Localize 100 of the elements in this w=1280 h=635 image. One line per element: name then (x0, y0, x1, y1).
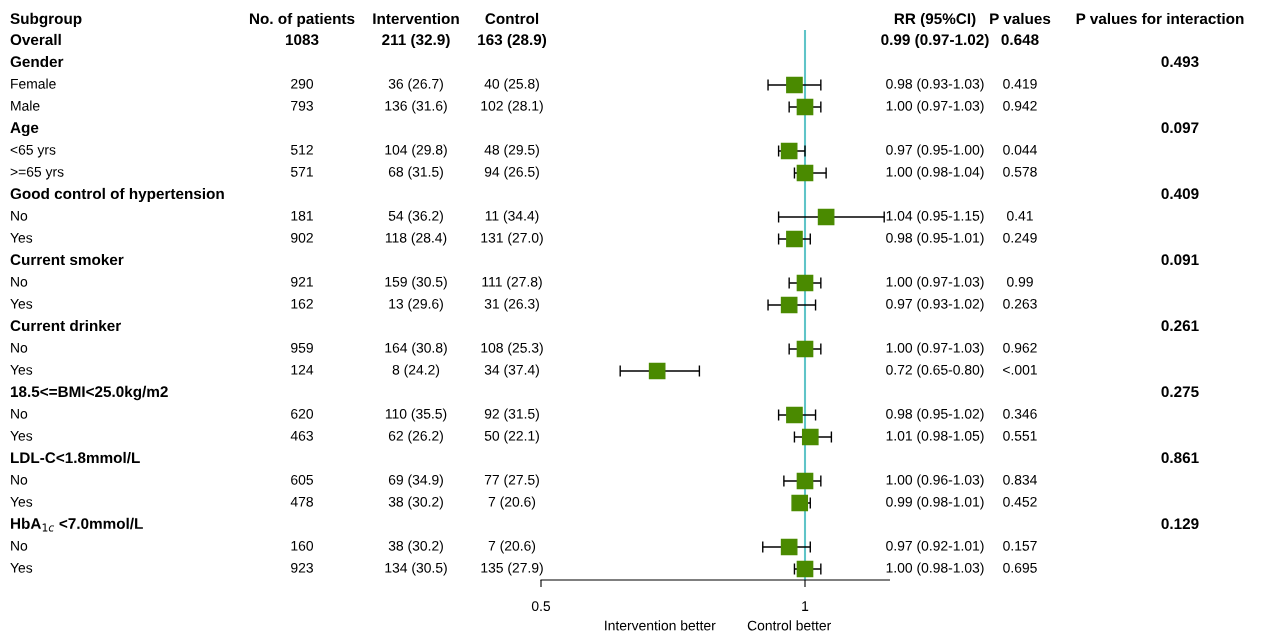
text: 478 (290, 496, 313, 507)
text: 0.834 (1003, 474, 1037, 485)
text: Intervention better (605, 620, 716, 631)
text: Current drinker (10, 319, 121, 332)
text: 118 (28.4) (385, 232, 447, 246)
x-tick-label: 0.5 (531, 601, 551, 612)
text: <.001 (1003, 364, 1037, 375)
text: Gender (10, 55, 64, 68)
text: 1.00 (0.98-1.03) (886, 562, 984, 576)
point (796, 164, 814, 182)
text: 18.5<=BMI<25.0kg/m2 (10, 385, 168, 401)
text: 162 (291, 298, 313, 309)
text: 0.419 (1003, 78, 1037, 89)
text: Yes (10, 233, 33, 243)
text: HbA$_{1c}$ <7.0mmol/L (11, 517, 143, 532)
text: 110 (35.5) (385, 408, 447, 422)
text: 0.962 (1003, 342, 1037, 353)
text: 0.157 (1003, 540, 1037, 551)
text: Age (10, 122, 39, 137)
text: 94 (26.5) (484, 166, 539, 180)
text: 36 (26.7) (388, 78, 443, 92)
text: 0.551 (1003, 430, 1037, 441)
text: 136 (31.6) (385, 100, 447, 114)
text: 0.99 (0.98-1.01) (886, 496, 984, 510)
text: 1.00 (0.98-1.04) (886, 166, 984, 180)
text: <65 yrs (10, 144, 56, 158)
text: >=65 yrs (10, 166, 64, 180)
text: 571 (290, 167, 313, 177)
text: 131 (27.0) (481, 232, 543, 246)
text: Male (11, 100, 40, 111)
text: Overall (10, 33, 61, 46)
text: 1.00 (0.97-1.03) (886, 100, 984, 114)
text: 54 (36.2) (388, 210, 443, 224)
text: 1.00 (0.97-1.03) (886, 276, 984, 290)
text: 38 (30.2) (388, 540, 443, 554)
text: 463 (290, 430, 313, 441)
text: Yes (10, 563, 33, 573)
text: 8 (24.2) (392, 364, 440, 378)
category-label: RR (95%CI) (894, 12, 976, 28)
text: 0.98 (0.93-1.03) (886, 78, 984, 92)
text: 0.493 (1161, 56, 1199, 68)
text: 104 (29.8) (385, 144, 447, 158)
point (796, 340, 814, 358)
category-label: P values for interaction (1076, 12, 1244, 25)
text: 77 (27.5) (484, 474, 539, 488)
text: LDL-C<1.8mmol/L (11, 451, 140, 464)
text: No (11, 277, 28, 287)
text: 102 (28.1) (481, 100, 543, 114)
point (786, 406, 803, 424)
text: 11 (34.4) (485, 210, 539, 224)
text: 0.409 (1161, 188, 1199, 200)
text: 135 (27.9) (481, 562, 543, 576)
text: 0.452 (1003, 496, 1037, 507)
text: 34 (37.4) (484, 364, 539, 378)
text: 0.861 (1161, 452, 1199, 464)
text: 605 (291, 474, 314, 485)
point (786, 76, 803, 94)
text: 134 (30.5) (385, 562, 447, 576)
text: 0.249 (1003, 232, 1037, 243)
text: 1.00 (0.97-1.03) (886, 342, 984, 356)
text: 512 (290, 144, 313, 155)
point (796, 560, 814, 578)
text: Yes (10, 497, 33, 507)
point (786, 230, 803, 248)
text: 38 (30.2) (388, 496, 443, 510)
text: No (11, 541, 28, 551)
text: 1.01 (0.98-1.05) (886, 430, 984, 444)
text: No (11, 343, 28, 353)
text: 620 (291, 408, 314, 419)
text: 0.695 (1003, 562, 1037, 573)
text: 62 (26.2) (388, 430, 443, 444)
point (801, 428, 819, 446)
text: 0.578 (1003, 166, 1037, 177)
text: Control better (747, 620, 832, 631)
text: No (11, 211, 28, 221)
text: 108 (25.3) (481, 342, 543, 356)
text: 0.263 (1003, 298, 1037, 309)
text: 793 (291, 100, 313, 111)
point (648, 362, 666, 380)
point (796, 274, 814, 292)
text: Female (11, 78, 56, 89)
x-tick-label: 1 (802, 601, 809, 611)
text: 921 (291, 276, 313, 287)
text: Yes (10, 431, 33, 441)
text: 959 (291, 342, 313, 353)
text: 40 (25.8) (484, 78, 539, 92)
category-label: Intervention (373, 12, 459, 25)
category-label: Control (485, 12, 539, 25)
text: 211 (32.9) (382, 33, 450, 49)
text: Current smoker (10, 253, 124, 266)
point (780, 296, 798, 314)
text: No (11, 475, 28, 485)
text: 163 (28.9) (478, 33, 547, 49)
text: 0.41 (1007, 210, 1033, 221)
point (796, 98, 814, 116)
text: 69 (34.9) (388, 474, 443, 488)
text: 0.044 (1003, 144, 1037, 155)
text: 1.00 (0.96-1.03) (886, 474, 984, 488)
text: 31 (26.3) (484, 298, 539, 312)
text: 7 (20.6) (488, 540, 536, 554)
